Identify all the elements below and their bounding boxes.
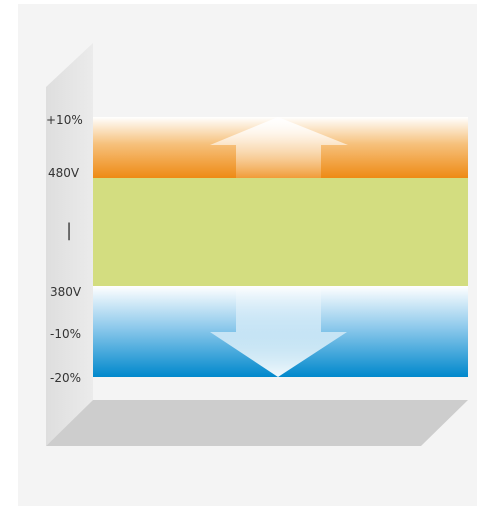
- arrow-up-icon: [210, 117, 348, 178]
- normal-voltage-band: [93, 178, 468, 286]
- label-minus-20-percent: -20%: [50, 371, 82, 385]
- side-wall: [46, 43, 93, 446]
- label-480v: 480V: [48, 166, 80, 180]
- label-minus-10-percent: -10%: [50, 327, 82, 341]
- floor: [46, 400, 468, 446]
- label-separator: |: [66, 220, 73, 241]
- label-380v: 380V: [50, 285, 82, 299]
- label-plus-10-percent: +10%: [46, 113, 83, 127]
- arrow-down-icon: [210, 286, 347, 377]
